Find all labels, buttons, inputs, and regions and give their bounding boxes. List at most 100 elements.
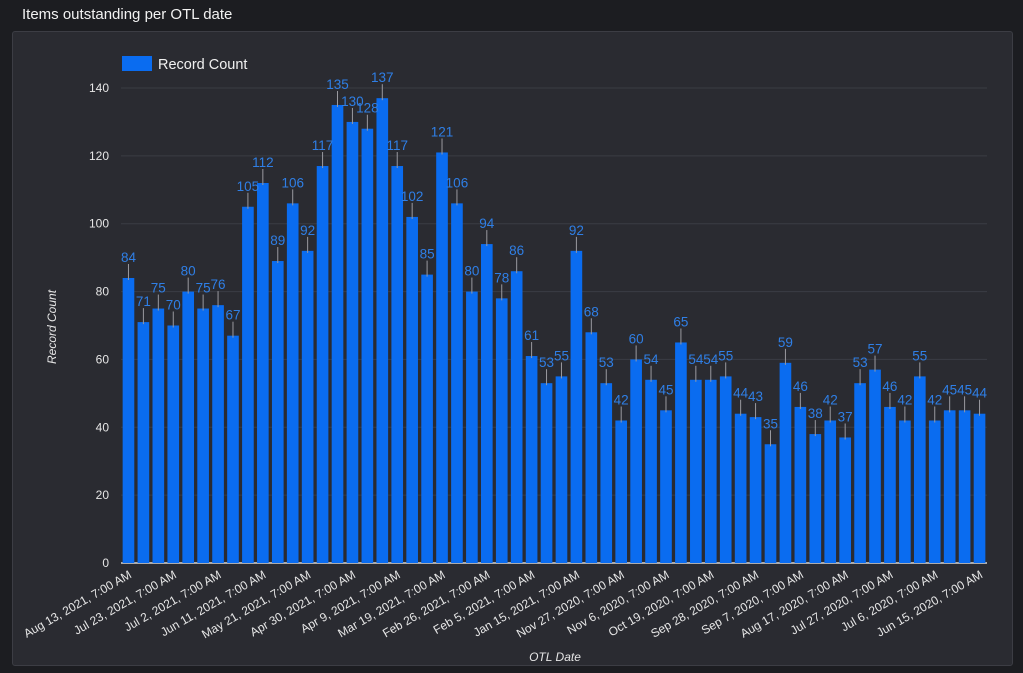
bar[interactable]	[167, 325, 180, 564]
bar[interactable]	[585, 332, 598, 563]
data-label: 121	[431, 124, 454, 139]
bar[interactable]	[257, 183, 269, 563]
data-label: 80	[181, 264, 196, 279]
data-label: 53	[599, 355, 614, 370]
bar[interactable]	[675, 342, 687, 563]
bar[interactable]	[600, 383, 613, 563]
x-axis-title: OTL Date	[529, 650, 581, 664]
bar[interactable]	[227, 335, 239, 563]
data-label: 42	[897, 393, 912, 408]
bar[interactable]	[899, 420, 911, 564]
bar[interactable]	[660, 410, 672, 563]
data-label: 106	[281, 175, 304, 190]
legend-label[interactable]: Record Count	[158, 57, 247, 73]
bar[interactable]	[391, 166, 404, 564]
bar[interactable]	[152, 308, 165, 563]
legend-swatch[interactable]	[122, 56, 152, 71]
y-tick-label: 140	[89, 81, 109, 95]
bar[interactable]	[540, 383, 553, 563]
data-label: 80	[464, 264, 479, 279]
bar[interactable]	[764, 444, 777, 563]
bar[interactable]	[212, 305, 224, 563]
bar[interactable]	[301, 250, 314, 563]
bar[interactable]	[137, 322, 150, 563]
data-label: 55	[718, 348, 733, 363]
bar[interactable]	[958, 410, 971, 563]
data-label: 45	[658, 382, 673, 397]
bar[interactable]	[525, 356, 538, 563]
bar[interactable]	[480, 244, 493, 564]
data-label: 94	[479, 216, 495, 231]
bar[interactable]	[749, 417, 762, 563]
data-label: 102	[401, 189, 424, 204]
bar[interactable]	[809, 434, 822, 563]
bar[interactable]	[913, 376, 926, 563]
bar[interactable]	[645, 379, 657, 563]
data-label: 76	[211, 277, 226, 292]
data-label: 67	[225, 308, 240, 323]
bar[interactable]	[361, 128, 374, 563]
bar[interactable]	[406, 216, 418, 563]
bar[interactable]	[451, 203, 463, 563]
bar[interactable]	[719, 376, 732, 563]
y-tick-label: 60	[96, 352, 110, 366]
bars	[122, 98, 986, 564]
bar[interactable]	[197, 308, 209, 563]
data-label: 89	[270, 233, 285, 248]
data-label: 53	[539, 355, 554, 370]
bar[interactable]	[690, 379, 702, 563]
data-label: 112	[252, 155, 274, 170]
data-label: 57	[868, 342, 883, 357]
bar[interactable]	[376, 98, 389, 563]
bar[interactable]	[839, 437, 851, 563]
bar[interactable]	[704, 379, 717, 563]
bar[interactable]	[122, 278, 135, 563]
bar[interactable]	[854, 383, 866, 563]
bar[interactable]	[555, 376, 568, 563]
chart-title: Items outstanding per OTL date	[22, 6, 233, 23]
data-label: 53	[853, 355, 868, 370]
bar[interactable]	[316, 166, 329, 564]
bar[interactable]	[869, 369, 881, 563]
bar[interactable]	[286, 203, 299, 563]
bar[interactable]	[346, 121, 359, 563]
y-tick-label: 0	[102, 556, 109, 570]
data-label: 65	[673, 314, 688, 329]
bar[interactable]	[794, 406, 807, 563]
y-axis-ticks: 0 20 40 60 80 100 120 140	[89, 81, 109, 570]
data-label: 55	[912, 348, 927, 363]
bar[interactable]	[510, 271, 523, 563]
bar[interactable]	[630, 359, 642, 563]
data-label: 61	[524, 328, 539, 343]
data-label: 85	[420, 247, 435, 262]
bar[interactable]	[421, 274, 433, 563]
bar[interactable]	[734, 413, 747, 563]
bar[interactable]	[436, 152, 448, 563]
bar[interactable]	[570, 250, 583, 563]
bar[interactable]	[331, 104, 344, 563]
bar[interactable]	[271, 261, 284, 563]
bar[interactable]	[943, 410, 956, 563]
y-tick-label: 120	[89, 149, 109, 163]
data-label: 92	[300, 223, 315, 238]
bar[interactable]	[242, 206, 254, 563]
bar[interactable]	[615, 420, 628, 564]
data-label: 86	[509, 243, 524, 258]
data-label: 68	[584, 304, 599, 319]
data-label: 78	[494, 270, 509, 285]
bar[interactable]	[824, 420, 837, 564]
bar[interactable]	[495, 298, 508, 563]
y-axis-title: Record Count	[45, 289, 59, 364]
data-label: 75	[196, 281, 211, 296]
bar[interactable]	[466, 291, 478, 563]
data-label: 60	[629, 331, 644, 346]
bar[interactable]	[182, 291, 195, 563]
bar[interactable]	[884, 406, 896, 563]
bar[interactable]	[779, 362, 792, 563]
data-label: 130	[341, 94, 364, 109]
bar[interactable]	[928, 420, 941, 564]
data-label: 42	[927, 393, 942, 408]
bar[interactable]	[973, 413, 986, 563]
data-label: 54	[688, 352, 704, 367]
